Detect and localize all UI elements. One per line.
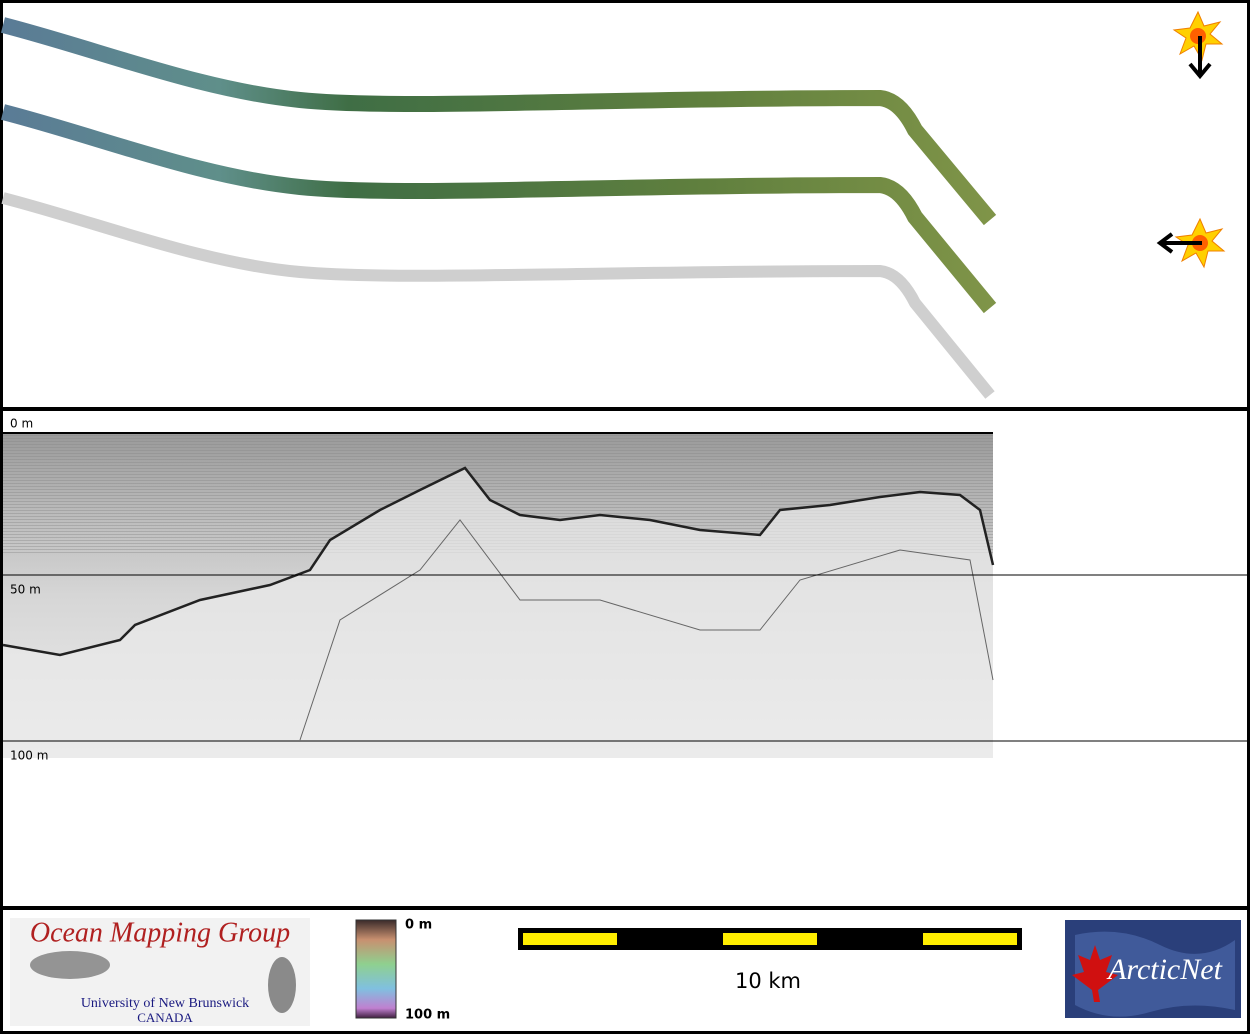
scale-segment (523, 933, 617, 945)
sun-icon (1156, 217, 1226, 269)
sub-reflector (299, 519, 994, 741)
footer: Ocean Mapping Group University of New Br… (10, 917, 1241, 1026)
logo-title: ArcticNet (1106, 953, 1223, 986)
logo-map (1075, 931, 1235, 1017)
swath-track (1, 192, 995, 399)
depth-label: 0 m (10, 417, 33, 431)
logo-subtitle: University of New Brunswick (81, 996, 249, 1011)
colorbar-label: 0 m (405, 918, 432, 933)
maple-leaf (1072, 945, 1118, 1002)
scale-segment (723, 933, 817, 945)
logo-country: CANADA (137, 1010, 193, 1025)
scale-label: 10 km (735, 969, 801, 993)
logo-graphic (30, 951, 110, 979)
colorbar (355, 919, 397, 1019)
swath-track (1, 104, 997, 314)
divider (0, 906, 1250, 910)
swath-track (1, 17, 997, 226)
map-panel (1, 10, 1226, 399)
scale-segment (923, 933, 1017, 945)
logo-graphic (268, 957, 296, 1013)
profile-panel: 0 m 50 m 100 m (0, 417, 1250, 763)
colorbar-label: 100 m (405, 1008, 450, 1023)
depth-label: 100 m (10, 749, 48, 763)
divider (0, 407, 1250, 411)
seabed-reflector (2, 466, 995, 657)
logo-title: Ocean Mapping Group (30, 917, 290, 948)
sediment (3, 468, 993, 758)
sun-icon (1172, 10, 1224, 80)
depth-label: 50 m (10, 583, 41, 597)
